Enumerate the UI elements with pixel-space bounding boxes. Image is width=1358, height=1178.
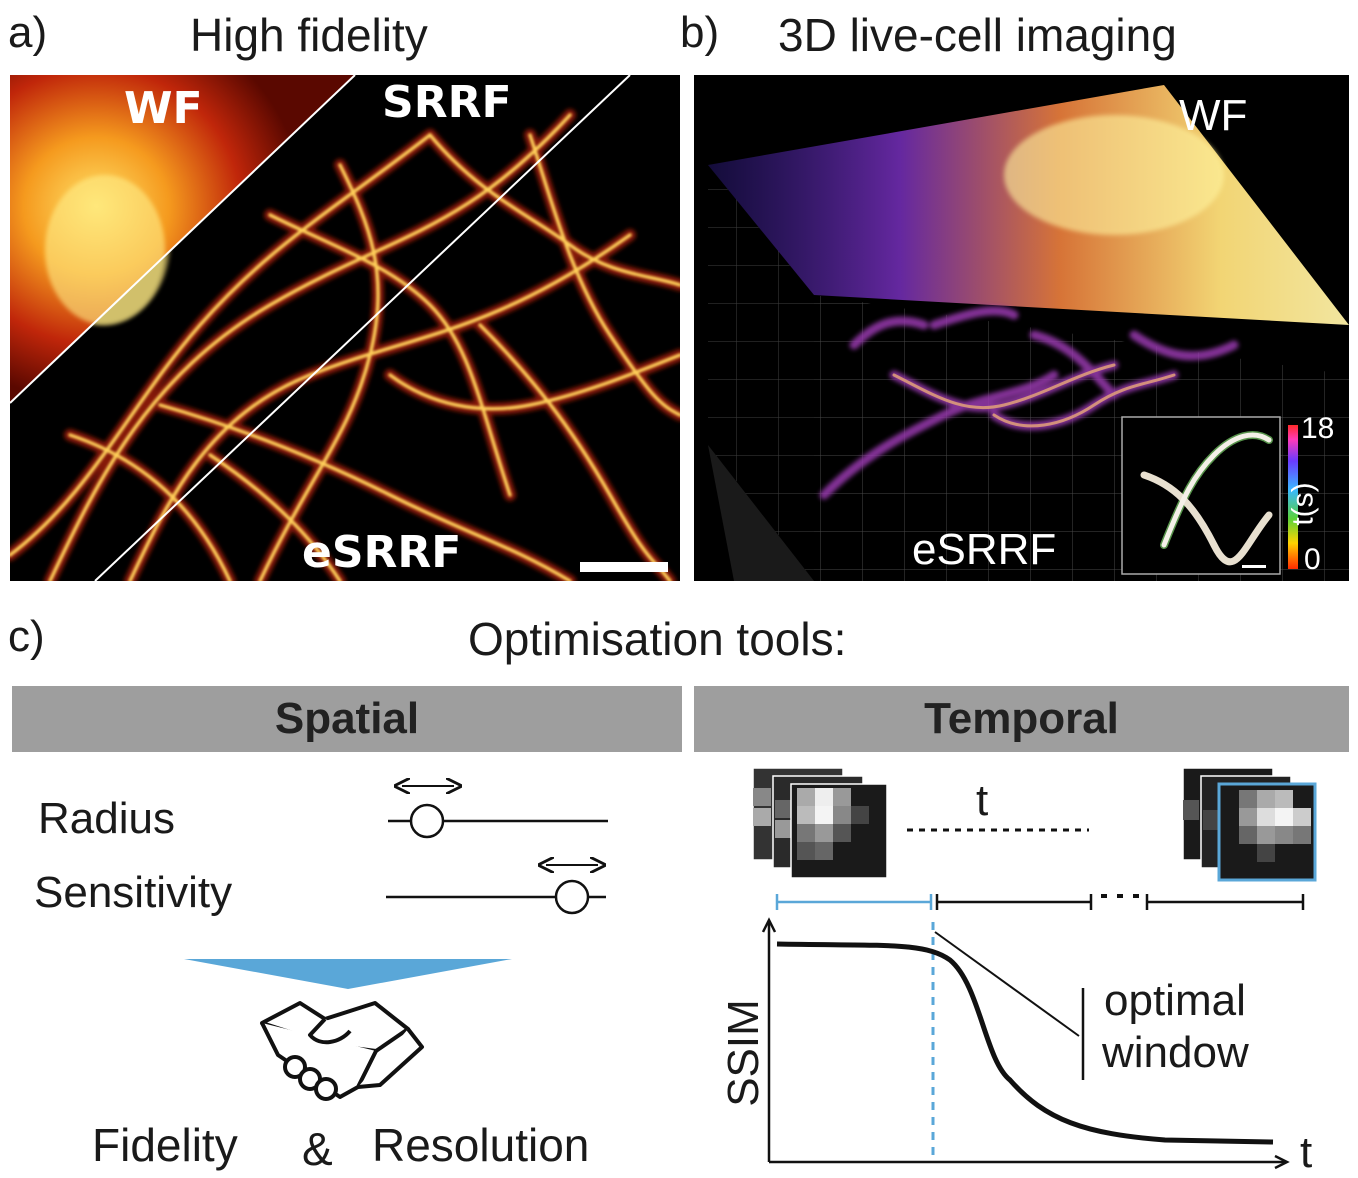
funnel-arrow-icon (184, 959, 512, 989)
wf-label: WF (124, 83, 203, 134)
ssim-axis-label: SSIM (718, 999, 768, 1107)
srrf-label: SRRF (382, 77, 512, 128)
sensitivity-slider-thumb[interactable] (554, 879, 590, 915)
panel-c-label: c) (8, 612, 45, 661)
temporal-diagram (752, 767, 1317, 1170)
microtubule-network-image (10, 75, 680, 581)
separator-line-2 (94, 75, 631, 581)
frame-time-label: t (976, 776, 989, 825)
panel-b-title: 3D live-cell imaging (778, 9, 1177, 61)
scale-bar (580, 562, 668, 572)
resolution-label: Resolution (372, 1119, 590, 1171)
time-axis-label: t (1300, 1128, 1313, 1177)
panel-a-label: a) (8, 8, 48, 57)
ssim-curve (776, 941, 1274, 1145)
sensitivity-slider[interactable] (386, 865, 606, 915)
parameter-sliders (386, 770, 608, 915)
inset-image (1121, 416, 1281, 575)
volume-render (708, 85, 1349, 581)
panel-b-image: WF eSRRF 18 0 t(s) (694, 75, 1349, 581)
panel-b-label: b) (680, 8, 720, 57)
esrrf-volume (819, 306, 1239, 500)
window-brackets (775, 894, 1305, 910)
ampersand-label: & (302, 1123, 333, 1175)
sensitivity-label: Sensitivity (34, 868, 233, 917)
panel-a-title: High fidelity (190, 9, 428, 61)
frame-stack-end (1182, 767, 1317, 882)
ssim-plot-axes (761, 917, 1290, 1170)
optimal-window-label-line1: optimal (1104, 976, 1246, 1025)
frame-stack-start (752, 767, 888, 879)
radius-slider[interactable] (388, 786, 608, 839)
fidelity-label: Fidelity (92, 1119, 238, 1171)
handshake-icon (260, 1001, 424, 1101)
panel-b-wf-label: WF (1179, 91, 1248, 140)
separator-line-1 (10, 75, 356, 404)
time-colorbar (1288, 425, 1298, 569)
inset-scale-bar (1242, 565, 1266, 568)
temporal-header: Temporal (694, 686, 1349, 752)
panel-b-esrrf-label: eSRRF (912, 525, 1057, 574)
annotation-leader-line (934, 931, 1080, 1037)
esrrf-label: eSRRF (302, 527, 462, 578)
optimal-window-label-line2: window (1102, 1028, 1249, 1077)
radius-slider-thumb[interactable] (409, 803, 445, 839)
panel-a-image: WF SRRF eSRRF (10, 75, 680, 581)
spatial-outcome-graphic (184, 959, 512, 1101)
inset-filament (1140, 431, 1273, 566)
spatial-header: Spatial (12, 686, 682, 752)
radius-label: Radius (38, 794, 175, 843)
colorbar-unit-label: t(s) (1286, 482, 1320, 526)
colorbar-min-label: 0 (1304, 543, 1321, 576)
panel-c-title: Optimisation tools: (468, 613, 847, 665)
colorbar-max-label: 18 (1301, 412, 1335, 445)
